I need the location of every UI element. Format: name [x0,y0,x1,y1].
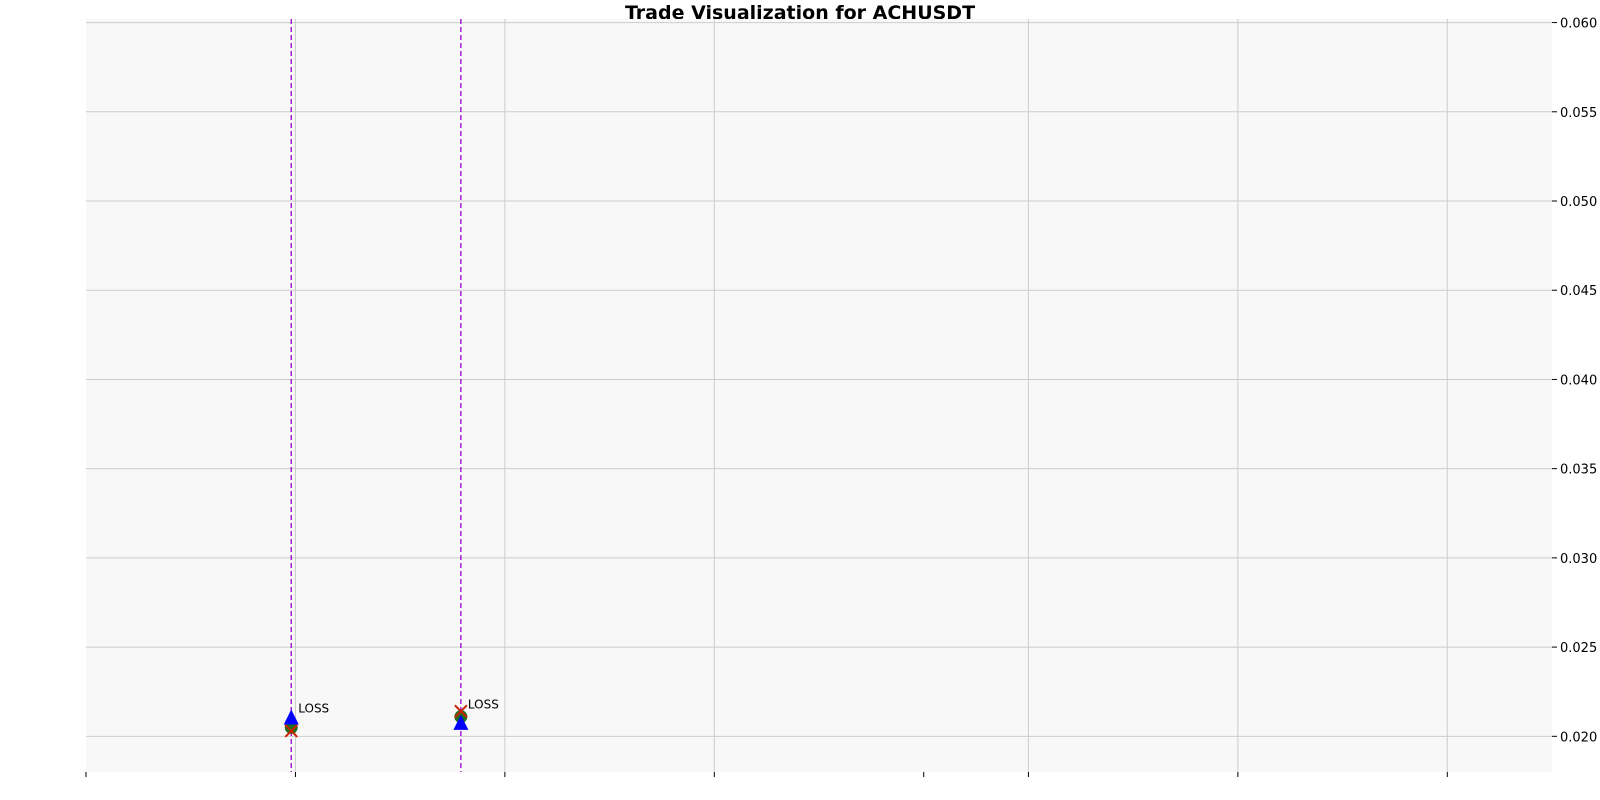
exit-marker [284,724,298,738]
x-axis-ticks [85,772,1448,777]
entry-marker [283,709,299,725]
y-tick-label: 0.035 [1560,463,1597,478]
trades: LOSS LOSS [283,19,499,772]
exit-marker-stroke [454,704,468,719]
y-tick-label: 0.055 [1560,106,1597,121]
chart-title: Trade Visualization for ACHUSDT [624,2,976,24]
exit-marker-stroke [284,724,298,738]
y-tick-label: 0.045 [1560,284,1597,299]
y-tick-label: 0.030 [1560,552,1597,567]
plot-area [86,19,1552,772]
grid [86,19,1552,772]
y-tick-label: 0.060 [1560,17,1597,32]
y-tick-label: 0.050 [1560,195,1597,210]
exit-marker [454,704,468,719]
y-tick-label: 0.025 [1560,641,1597,656]
y-tick-label: 0.020 [1560,730,1597,745]
y-tick-label: 0.040 [1560,373,1597,388]
trade-result-label: LOSS [298,701,329,715]
y-axis: 0.020 0.025 0.030 0.035 0.040 0.045 0.050 0.055… [1552,17,1597,745]
trade-result-label: LOSS [468,697,499,711]
entry-marker [453,714,469,730]
